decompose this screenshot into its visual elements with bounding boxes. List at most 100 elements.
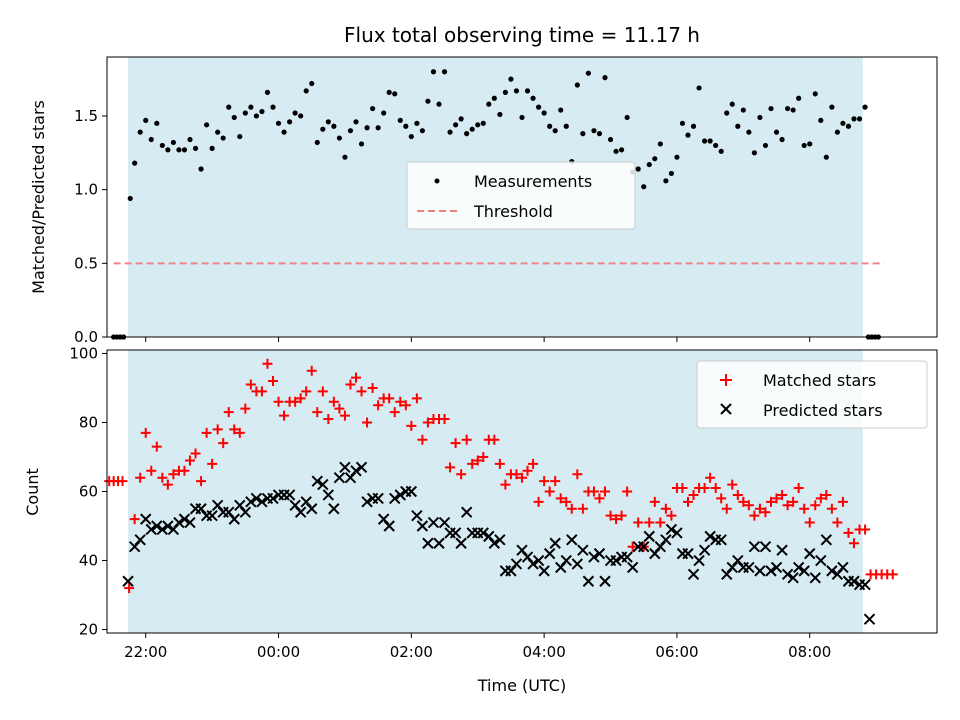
matched-star-point: [279, 410, 290, 421]
measurement-point: [386, 89, 392, 95]
measurement-point: [834, 129, 841, 135]
matched-star-point: [683, 496, 693, 507]
matched-star-point: [351, 372, 361, 383]
measurement-point: [469, 126, 475, 132]
matched-star-point: [550, 476, 561, 487]
measurement-point: [724, 110, 730, 116]
matched-star-point: [151, 441, 162, 452]
predicted-star-point: [599, 575, 611, 587]
measurement-point: [475, 122, 481, 128]
measurement-point: [292, 110, 298, 116]
measurements-series: [111, 69, 881, 340]
predicted-star-point: [848, 575, 860, 587]
matched-star-point: [356, 386, 367, 397]
matched-star-point: [489, 434, 500, 445]
matched-star-point: [743, 500, 754, 511]
matched-star-point: [339, 410, 350, 421]
measurement-point: [127, 195, 133, 202]
matched-star-point: [804, 517, 815, 528]
measurement-point: [336, 135, 342, 141]
measurement-point: [613, 148, 619, 154]
matched-star-point: [185, 455, 195, 466]
measurement-point: [585, 70, 592, 76]
matched-star-point: [395, 396, 406, 407]
matched-star-point: [577, 503, 588, 514]
predicted-star-point: [754, 565, 766, 577]
matched-star-point: [511, 469, 522, 480]
measurement-point: [713, 142, 719, 149]
matched-star-point: [117, 476, 128, 487]
top-x-axis-ticks: [145, 337, 811, 342]
measurement-point: [823, 154, 829, 160]
matched-star-point: [738, 496, 749, 507]
predicted-star-point: [350, 465, 362, 477]
predicted-star-point: [610, 554, 622, 567]
measurement-point: [281, 129, 287, 135]
matched-star-point: [843, 527, 854, 538]
y-tick-label: 0.0: [74, 328, 98, 346]
x-tick-label: 08:00: [788, 643, 831, 661]
measurement-point: [851, 116, 857, 122]
measurement-point: [325, 119, 331, 125]
predicted-star-point: [328, 503, 340, 515]
matched-star-point: [716, 493, 727, 504]
x-tick-label: 04:00: [523, 643, 566, 661]
matched-star-point: [417, 434, 428, 445]
predicted-star-point: [245, 496, 257, 508]
predicted-star-point: [322, 489, 335, 501]
predicted-star-point: [355, 461, 368, 474]
matched-star-point: [760, 507, 771, 518]
predicted-star-point: [538, 565, 550, 577]
measurement-point: [231, 114, 237, 121]
predicted-star-point: [621, 551, 633, 563]
measurement-point: [829, 104, 835, 110]
measurement-point: [685, 132, 691, 138]
measurement-point: [447, 129, 453, 135]
measurement-point: [314, 139, 320, 146]
matched-star-point: [212, 424, 223, 435]
matched-star-point: [345, 379, 356, 390]
matched-star-point: [445, 462, 456, 473]
predicted-star-point: [588, 551, 600, 563]
matched-star-point: [124, 583, 135, 594]
measurement-point: [331, 123, 337, 129]
measurement-point: [480, 120, 486, 126]
measurement-point: [652, 156, 658, 162]
matched-star-point: [306, 365, 317, 376]
legend-predicted-marker: [720, 403, 732, 415]
predicted-star-point: [151, 520, 163, 532]
measurement-point: [845, 123, 852, 129]
matched-star-point: [788, 496, 799, 507]
measurement-point: [530, 95, 536, 101]
matched-star-point: [323, 414, 334, 425]
measurement-point: [602, 75, 608, 81]
predicted-star-point: [283, 489, 296, 501]
matched-star-point: [268, 376, 278, 387]
predicted-star-point: [765, 565, 777, 577]
measurement-point: [563, 123, 569, 129]
measurement-point: [641, 184, 647, 190]
measurement-point: [430, 69, 437, 75]
matched-star-point: [837, 496, 848, 507]
matched-star-point: [649, 496, 660, 507]
predicted-star-point: [671, 527, 683, 539]
predicted-star-point: [184, 516, 196, 529]
measurement-point: [375, 125, 381, 131]
matched-star-point: [312, 407, 323, 418]
predicted-star-point: [455, 537, 467, 549]
matched-star-point: [594, 493, 605, 504]
predicted-star-point: [626, 561, 639, 574]
predicted-star-point: [239, 506, 252, 518]
y-tick-label: 100: [69, 344, 98, 362]
matched-star-point: [334, 403, 345, 414]
measurement-point: [226, 104, 232, 110]
predicted-star-point: [815, 554, 827, 567]
measurement-point: [757, 114, 763, 121]
predicted-star-point: [427, 516, 440, 529]
measurement-point: [154, 120, 160, 126]
measurement-point: [779, 136, 785, 143]
matched-star-point: [262, 358, 273, 369]
predicted-star-point: [820, 534, 833, 546]
matched-star-point: [710, 483, 721, 494]
matched-star-point: [422, 417, 433, 428]
